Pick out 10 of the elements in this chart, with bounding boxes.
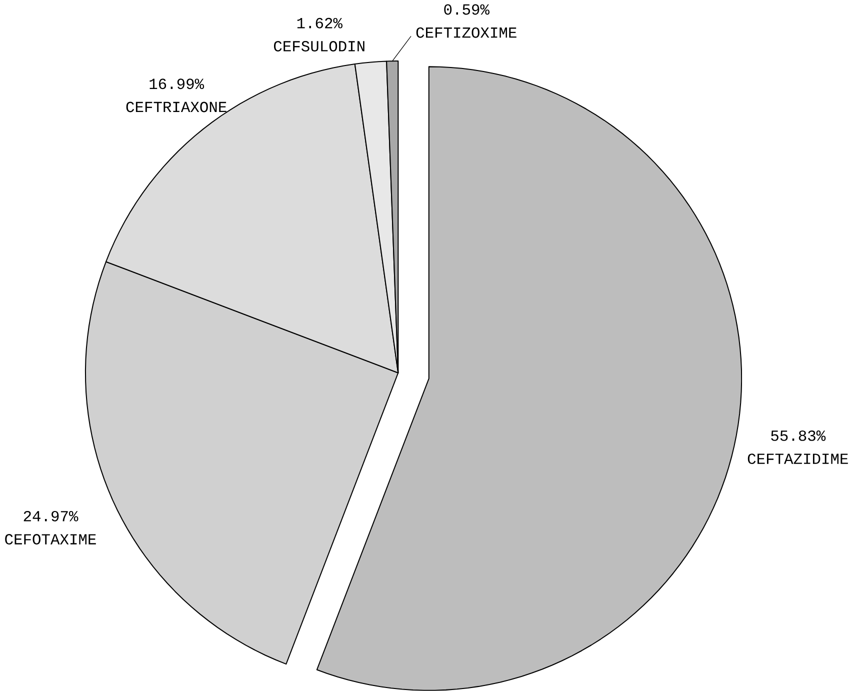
data-label: 24.97% [24,510,78,522]
data-label: 1.62% [297,18,342,28]
slice-label: CEFTIZOXIME [416,27,516,38]
slice-label: CEFOTAXIME [5,534,96,545]
data-label: 0.59% [444,4,490,15]
slice-label: CEFTRIAXONE [126,102,226,112]
slice-label: CEFTAZIDIME [748,454,848,464]
data-label: 16.99% [150,78,204,90]
slice-label: CEFSULODIN [274,41,364,52]
data-label: 55.83% [771,430,826,441]
